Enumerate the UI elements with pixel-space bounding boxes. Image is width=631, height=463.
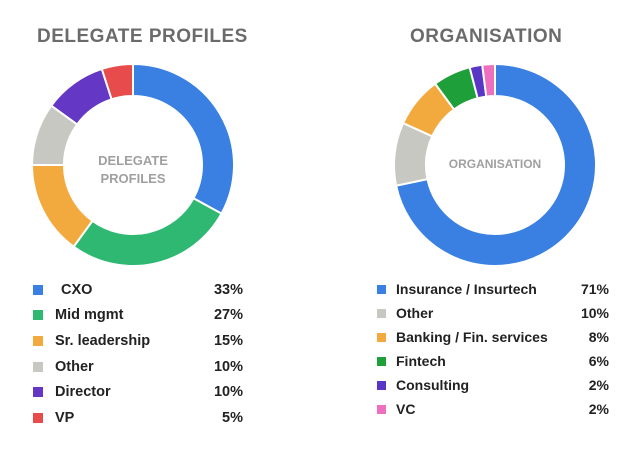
donut-slice-cxo bbox=[132, 62, 235, 216]
legend-value: 6% bbox=[588, 353, 609, 369]
organisation-donut bbox=[393, 62, 597, 267]
legend-item: Insurance / Insurtech 71% bbox=[377, 277, 609, 301]
legend-label: VP bbox=[55, 409, 75, 426]
legend-item: VC 2% bbox=[377, 397, 609, 421]
legend-value: 71% bbox=[580, 281, 609, 297]
legend-label: Other bbox=[55, 358, 94, 375]
delegate-profiles-legend: CXO 33% Mid mgmt 27% Sr. leadership 15% … bbox=[33, 277, 243, 431]
legend-item: Director 10% bbox=[33, 379, 243, 405]
legend-value: 10% bbox=[213, 358, 243, 375]
legend-swatch bbox=[33, 412, 43, 423]
legend-label: Banking / Fin. services bbox=[396, 329, 548, 345]
legend-label: Fintech bbox=[396, 353, 446, 369]
legend-swatch bbox=[33, 284, 43, 295]
legend-swatch bbox=[33, 335, 43, 346]
legend-item: Other 10% bbox=[33, 354, 243, 380]
chart-title: DELEGATE PROFILES bbox=[37, 26, 248, 47]
legend-label: CXO bbox=[61, 281, 93, 298]
legend-item: CXO 33% bbox=[33, 277, 243, 303]
legend-value: 2% bbox=[588, 401, 609, 417]
legend-label: Sr. leadership bbox=[55, 332, 151, 349]
legend-item: Mid mgmt 27% bbox=[33, 303, 243, 329]
legend-label: VC bbox=[396, 401, 416, 417]
legend-item: Other 10% bbox=[377, 301, 609, 325]
legend-label: Director bbox=[55, 384, 111, 401]
legend-item: Consulting 2% bbox=[377, 373, 609, 397]
center-label-line: DELEGATE bbox=[98, 153, 168, 168]
chart-title: ORGANISATION bbox=[410, 26, 563, 47]
legend-value: 10% bbox=[580, 305, 609, 321]
donut-center-label: ORGANISATION bbox=[430, 155, 560, 173]
legend-value: 2% bbox=[588, 377, 609, 393]
organisation-panel: ORGANISATION ORGANISATION Insurance / In… bbox=[320, 0, 631, 463]
donut-slice-mid-mgmt bbox=[72, 196, 223, 267]
legend-swatch bbox=[33, 361, 43, 372]
legend-item: Sr. leadership 15% bbox=[33, 328, 243, 354]
legend-swatch bbox=[377, 404, 386, 414]
legend-label: Mid mgmt bbox=[55, 307, 124, 324]
legend-label: Other bbox=[396, 305, 434, 321]
legend-swatch bbox=[377, 332, 386, 342]
donut-center-label: DELEGATE PROFILES bbox=[73, 152, 193, 188]
center-label-line: PROFILES bbox=[100, 171, 166, 186]
legend-swatch bbox=[377, 308, 386, 318]
delegate-profiles-donut bbox=[30, 62, 235, 267]
legend-item: VP 5% bbox=[33, 405, 243, 431]
legend-item: Banking / Fin. services 8% bbox=[377, 325, 609, 349]
legend-label: Insurance / Insurtech bbox=[396, 281, 537, 297]
legend-value: 10% bbox=[213, 384, 243, 401]
organisation-legend: Insurance / Insurtech 71% Other 10% Bank… bbox=[377, 277, 609, 421]
legend-value: 15% bbox=[213, 332, 243, 349]
center-label-line: ORGANISATION bbox=[448, 157, 542, 171]
delegate-profiles-panel: DELEGATE PROFILES DELEGATE PROFILES CXO … bbox=[0, 0, 300, 463]
legend-label: Consulting bbox=[396, 377, 470, 393]
donut-slice-vp bbox=[100, 62, 134, 101]
legend-value: 5% bbox=[222, 409, 243, 426]
legend-swatch bbox=[377, 284, 386, 294]
legend-swatch bbox=[33, 387, 43, 398]
donut-slice-vc bbox=[481, 62, 496, 98]
legend-value: 27% bbox=[213, 307, 243, 324]
legend-swatch bbox=[377, 356, 386, 366]
legend-value: 33% bbox=[213, 281, 243, 298]
legend-item: Fintech 6% bbox=[377, 349, 609, 373]
legend-value: 8% bbox=[588, 329, 609, 345]
legend-swatch bbox=[377, 380, 386, 390]
legend-swatch bbox=[33, 310, 43, 321]
donut-slice-insurance-insurtech bbox=[394, 62, 597, 267]
